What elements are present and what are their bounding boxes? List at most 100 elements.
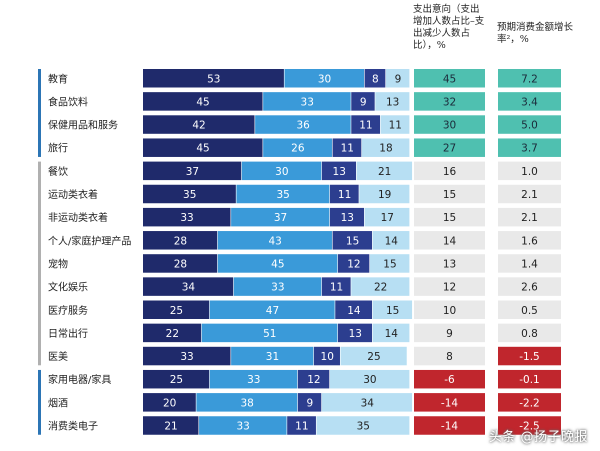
spend-intent-header: 支出意向（支出增加人数占比–支出减少人数占比），%	[413, 4, 485, 51]
bar-segment	[359, 184, 410, 204]
growth-value: 0.8	[521, 328, 538, 340]
bar-value-label: 21	[164, 421, 177, 433]
category-label: 个人/家庭护理产品	[48, 234, 131, 247]
group-bar-2	[38, 161, 41, 366]
bar-segment	[332, 231, 373, 250]
growth-value: 7.2	[521, 73, 538, 85]
spend-intent-value: 8	[446, 351, 453, 363]
bar-segment	[231, 207, 330, 227]
growth-value: 3.7	[521, 143, 538, 155]
bar-segment	[209, 369, 298, 389]
growth-cell	[498, 69, 561, 88]
bar-segment	[143, 138, 263, 157]
category-label: 烟酒	[48, 396, 68, 409]
bar-segment	[143, 207, 231, 227]
growth-value: 2.6	[521, 282, 538, 294]
bar-segment	[364, 207, 410, 227]
growth-value: 1.4	[521, 258, 538, 270]
category-labels: 教育食品饮料保健用品和服务旅行餐饮运动类衣着非运动类衣着个人/家庭护理产品宠物文…	[48, 72, 131, 432]
spend-intent-cell	[414, 207, 485, 227]
bar-value-label: 13	[386, 96, 399, 108]
growth-value: 0.5	[521, 305, 538, 317]
growth-cell	[498, 277, 561, 296]
spend-intent-cell	[414, 416, 485, 435]
bar-value-label: 53	[207, 73, 220, 85]
growth-cell	[498, 393, 561, 412]
spend-intent-cell	[414, 300, 485, 319]
growth-cell	[498, 300, 561, 319]
spend-intent-column: 45 32 30 27 16 15 15 14 13 12 10 9 8 -6 -14 -14	[414, 69, 485, 435]
group-indicator-bars	[38, 69, 41, 435]
bar-value-label: 33	[301, 96, 314, 108]
bar-segment	[364, 69, 386, 88]
growth-cell	[498, 346, 561, 366]
growth-column: 7.2 3.4 5.0 3.7 1.0 2.1 2.1 1.6 1.4 2.6 0.5 0.8 -1.5…	[498, 69, 561, 435]
bar-value-label: 51	[263, 328, 276, 340]
bar-segment	[196, 393, 298, 412]
bar-segment	[143, 254, 218, 273]
bar-value-label: 33	[271, 282, 284, 294]
bar-value-label: 12	[307, 374, 320, 386]
bar-value-label: 30	[275, 166, 288, 178]
bar-value-label: 33	[180, 351, 193, 363]
bar-value-label: 33	[236, 421, 249, 433]
growth-cell	[498, 369, 561, 389]
spend-intent-cell	[414, 369, 485, 389]
bar-segment	[143, 115, 255, 134]
bar-segment	[201, 323, 338, 343]
bar-segment	[233, 277, 322, 296]
category-label: 运动类衣着	[48, 188, 98, 201]
category-label: 非运动类衣着	[48, 211, 108, 224]
bar-value-label: 13	[349, 328, 362, 340]
category-label: 保健用品和服务	[48, 119, 118, 132]
spend-intent-value: 15	[443, 189, 456, 201]
bar-value-label: 11	[338, 189, 351, 201]
bar-segment	[143, 393, 196, 412]
bar-segment	[263, 92, 351, 111]
bar-value-label: 34	[182, 282, 196, 294]
spend-intent-value: -6	[444, 374, 455, 386]
bar-value-label: 12	[347, 258, 360, 270]
bar-value-label: 14	[385, 328, 399, 340]
bar-segment	[255, 115, 351, 134]
growth-cell	[498, 231, 561, 250]
bar-value-label: 15	[346, 235, 359, 247]
bar-value-label: 9	[360, 96, 367, 108]
spend-intent-cell	[414, 138, 485, 157]
bar-value-label: 25	[170, 374, 183, 386]
bar-value-label: 26	[291, 143, 305, 155]
group-bar-1	[38, 69, 41, 157]
spend-intent-cell	[414, 393, 485, 412]
bar-segment	[372, 231, 410, 250]
bar-value-label: 36	[297, 120, 311, 132]
bar-segment	[337, 323, 373, 343]
bar-value-label: 18	[379, 143, 392, 155]
bar-segment	[143, 184, 236, 204]
bar-segment	[335, 300, 373, 319]
spend-intent-cell	[414, 231, 485, 250]
growth-value: -2.5	[519, 421, 540, 433]
growth-value: -0.1	[519, 374, 540, 386]
spend-intent-value: 9	[446, 328, 453, 340]
bar-value-label: 22	[166, 328, 179, 340]
bar-segment	[217, 254, 338, 273]
bar-value-label: 35	[276, 189, 289, 201]
bar-segment	[316, 416, 410, 435]
growth-value: -2.2	[519, 397, 540, 409]
bar-value-label: 28	[174, 235, 187, 247]
bar-segment	[372, 300, 413, 319]
bar-segment	[356, 161, 413, 181]
bar-segment	[143, 300, 210, 319]
spend-intent-value: 12	[443, 282, 456, 294]
bar-value-label: 45	[196, 96, 209, 108]
growth-value: 2.1	[521, 189, 538, 201]
spend-intent-cell	[414, 161, 485, 181]
bar-value-label: 43	[268, 235, 281, 247]
growth-cell	[498, 416, 561, 435]
bar-segment	[329, 207, 365, 227]
bar-segment	[143, 161, 242, 181]
bar-value-label: 31	[266, 351, 279, 363]
bar-value-label: 25	[170, 305, 183, 317]
bar-segment	[361, 138, 410, 157]
bar-segment	[297, 369, 330, 389]
